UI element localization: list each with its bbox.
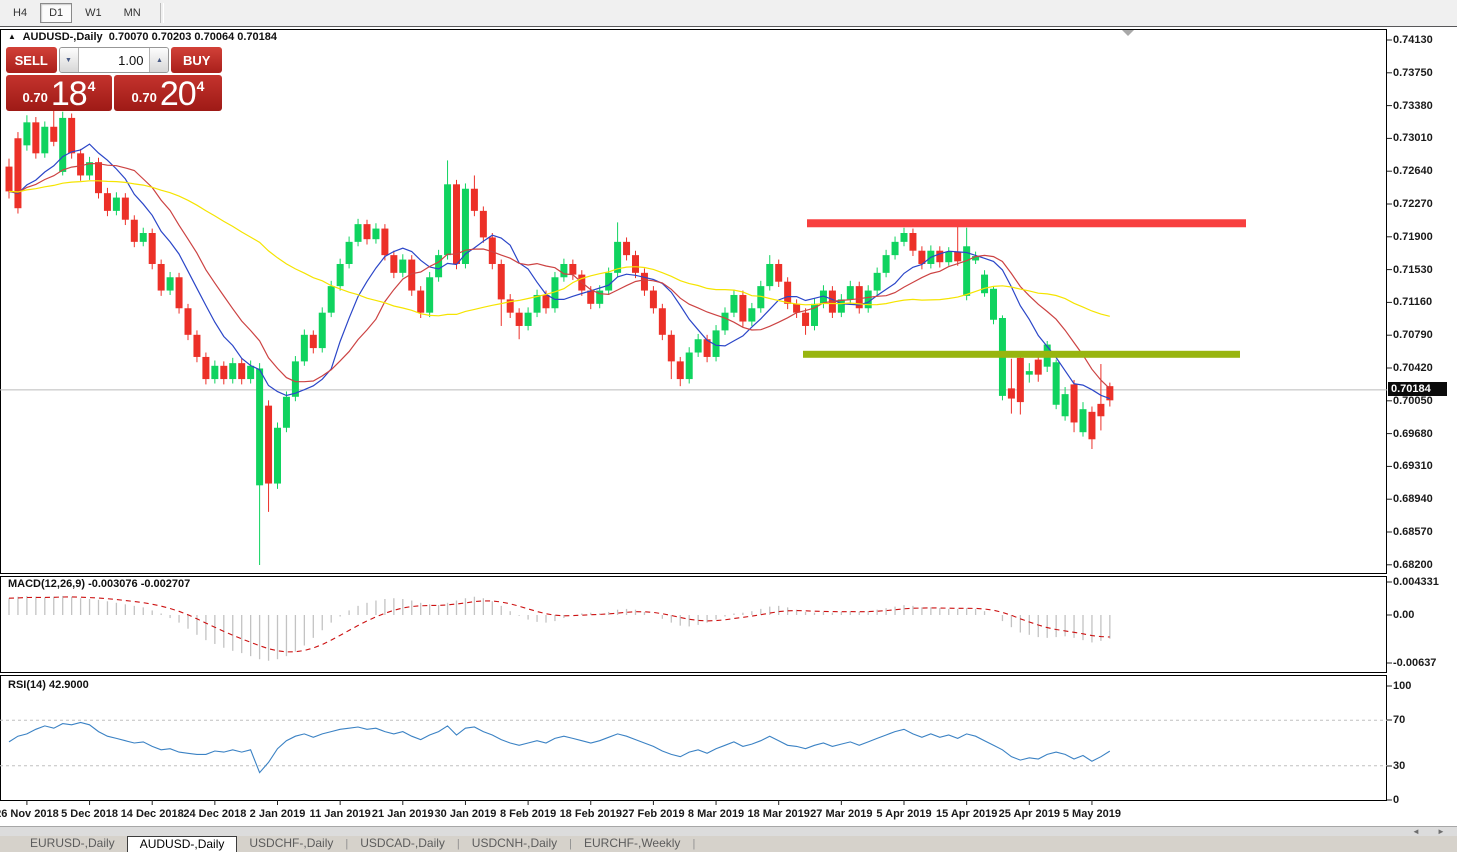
buy-price-panel[interactable]: 0.70 20 4 (114, 75, 222, 111)
symbol-title: AUDUSD-,Daily (22, 31, 103, 43)
chart-tab-eurusd[interactable]: EURUSD-,Daily (30, 836, 115, 850)
date-axis-label: 30 Jan 2019 (434, 808, 497, 820)
chart-tabs-bar: EURUSD-,Daily AUDUSD-,Daily USDCHF-,Daily |… (0, 835, 1457, 852)
date-axis-label: 27 Mar 2019 (810, 808, 873, 820)
date-axis-label: 25 Apr 2019 (998, 808, 1060, 820)
chart-tab-usdcad[interactable]: USDCAD-,Daily (360, 836, 445, 850)
price-axis-label: 0.70050 (1393, 394, 1433, 407)
sell-price-panel[interactable]: 0.70 18 4 (6, 75, 112, 111)
buy-button[interactable]: BUY (171, 47, 222, 73)
price-axis-label: 0.68200 (1393, 558, 1433, 571)
rsi-axis-label: 100 (1393, 680, 1412, 692)
timeframe-button-d1[interactable]: D1 (40, 3, 73, 23)
volume-decrease-icon[interactable]: ▼ (59, 48, 78, 72)
date-axis-label: 24 Dec 2018 (183, 808, 247, 820)
date-axis-label: 18 Feb 2019 (559, 808, 622, 820)
date-axis-label: 5 Dec 2018 (61, 808, 118, 820)
price-axis-label: 0.69310 (1393, 460, 1433, 473)
macd-values: -0.003076 -0.002707 (88, 578, 191, 590)
macd-axis-label: 0.004331 (1393, 576, 1439, 588)
sell-price-prefix: 0.70 (22, 90, 48, 105)
tab-separator: | (692, 838, 696, 850)
toolbar-separator (159, 3, 164, 23)
scroll-left-icon[interactable]: ◄ (1412, 827, 1420, 836)
tab-separator: | (345, 838, 349, 850)
price-axis-label: 0.68570 (1393, 526, 1433, 538)
date-axis-label: 11 Jan 2019 (309, 808, 371, 820)
horizontal-scrollbar[interactable]: ◄ ► (0, 826, 1457, 836)
date-axis-label: 21 Jan 2019 (371, 808, 434, 820)
price-axis-label: 0.69680 (1393, 427, 1433, 440)
price-axis-label: 0.72270 (1393, 198, 1433, 210)
chart-tab-audusd[interactable]: AUDUSD-,Daily (126, 835, 238, 852)
sell-button[interactable]: SELL (6, 47, 57, 73)
timeframe-button-w1[interactable]: W1 (85, 7, 102, 19)
macd-axis-label: -0.00637 (1393, 657, 1437, 669)
price-axis-label: 0.71530 (1393, 263, 1433, 276)
date-axis-label: 15 Apr 2019 (935, 808, 998, 820)
chart-tab-usdchf[interactable]: USDCHF-,Daily (249, 836, 334, 850)
date-axis-label: 2 Jan 2019 (249, 808, 306, 820)
date-axis-label: 5 Apr 2019 (876, 808, 932, 820)
tab-separator: | (456, 838, 460, 850)
volume-input[interactable]: 1.00 (77, 48, 151, 72)
price-axis-label: 0.73380 (1393, 99, 1433, 112)
date-axis-label: 27 Feb 2019 (622, 808, 685, 820)
macd-label: MACD(12,26,9) -0.003076 -0.002707 (8, 578, 191, 590)
date-axis-label: 18 Mar 2019 (747, 808, 810, 820)
macd-axis-label: 0.00 (1393, 609, 1415, 621)
date-axis-label: 26 Nov 2018 (0, 808, 59, 820)
timeframe-toolbar: H4 D1 W1 MN (0, 0, 1457, 27)
sell-price-pip: 4 (87, 78, 96, 94)
symbol-header: ▲ AUDUSD-,Daily 0.70070 0.70203 0.70064 … (8, 31, 277, 43)
buy-price-pip: 4 (196, 78, 205, 94)
price-axis-label: 0.71160 (1393, 296, 1433, 309)
price-axis-label: 0.71900 (1393, 230, 1433, 243)
price-axis-label: 0.70790 (1393, 329, 1433, 342)
price-axis-label: 0.72640 (1393, 165, 1433, 178)
scroll-right-icon[interactable]: ► (1437, 827, 1445, 836)
symbol-ohlc-values: 0.70070 0.70203 0.70064 0.70184 (108, 31, 277, 43)
date-axis-label: 5 May 2019 (1062, 808, 1121, 820)
rsi-axis-label: 30 (1393, 760, 1406, 772)
price-axis-label: 0.74130 (1393, 34, 1433, 46)
sell-price-big: 18 (50, 75, 88, 113)
price-axis-label: 0.68940 (1393, 493, 1433, 506)
symbol-dropdown-icon[interactable]: ▲ (8, 32, 16, 41)
tab-separator: | (569, 838, 572, 850)
volume-stepper: ▼ 1.00 ▲ (58, 47, 170, 73)
buy-price-prefix: 0.70 (131, 90, 157, 105)
current-price-tag: 0.70184 (1388, 382, 1447, 397)
buy-price-big: 20 (159, 75, 197, 113)
chart-shift-marker-icon[interactable] (1122, 30, 1134, 36)
chart-tab-eurchf[interactable]: EURCHF-,Weekly (583, 836, 681, 850)
date-axis-label: 8 Feb 2019 (499, 808, 557, 820)
timeframe-button-h4[interactable]: H4 (13, 7, 28, 19)
chart-tab-usdcnh[interactable]: USDCNH-,Daily (471, 836, 558, 850)
price-axis-label: 0.73750 (1393, 66, 1433, 79)
price-axis-label: 0.73010 (1393, 132, 1433, 145)
date-axis-label: 14 Dec 2018 (120, 808, 184, 820)
price-axis-label: 0.70420 (1393, 362, 1433, 374)
date-axis-label: 8 Mar 2019 (687, 808, 745, 820)
timeframe-button-mn[interactable]: MN (123, 7, 141, 19)
rsi-value: 42.9000 (48, 679, 89, 691)
rsi-axis-label: 70 (1393, 714, 1406, 726)
rsi-axis-label: 0 (1393, 794, 1400, 806)
volume-increase-icon[interactable]: ▲ (150, 48, 169, 72)
rsi-label: RSI(14) 42.9000 (8, 679, 89, 691)
one-click-trading-widget: SELL ▼ 1.00 ▲ BUY 0.70 18 4 0.70 20 4 (6, 47, 222, 111)
